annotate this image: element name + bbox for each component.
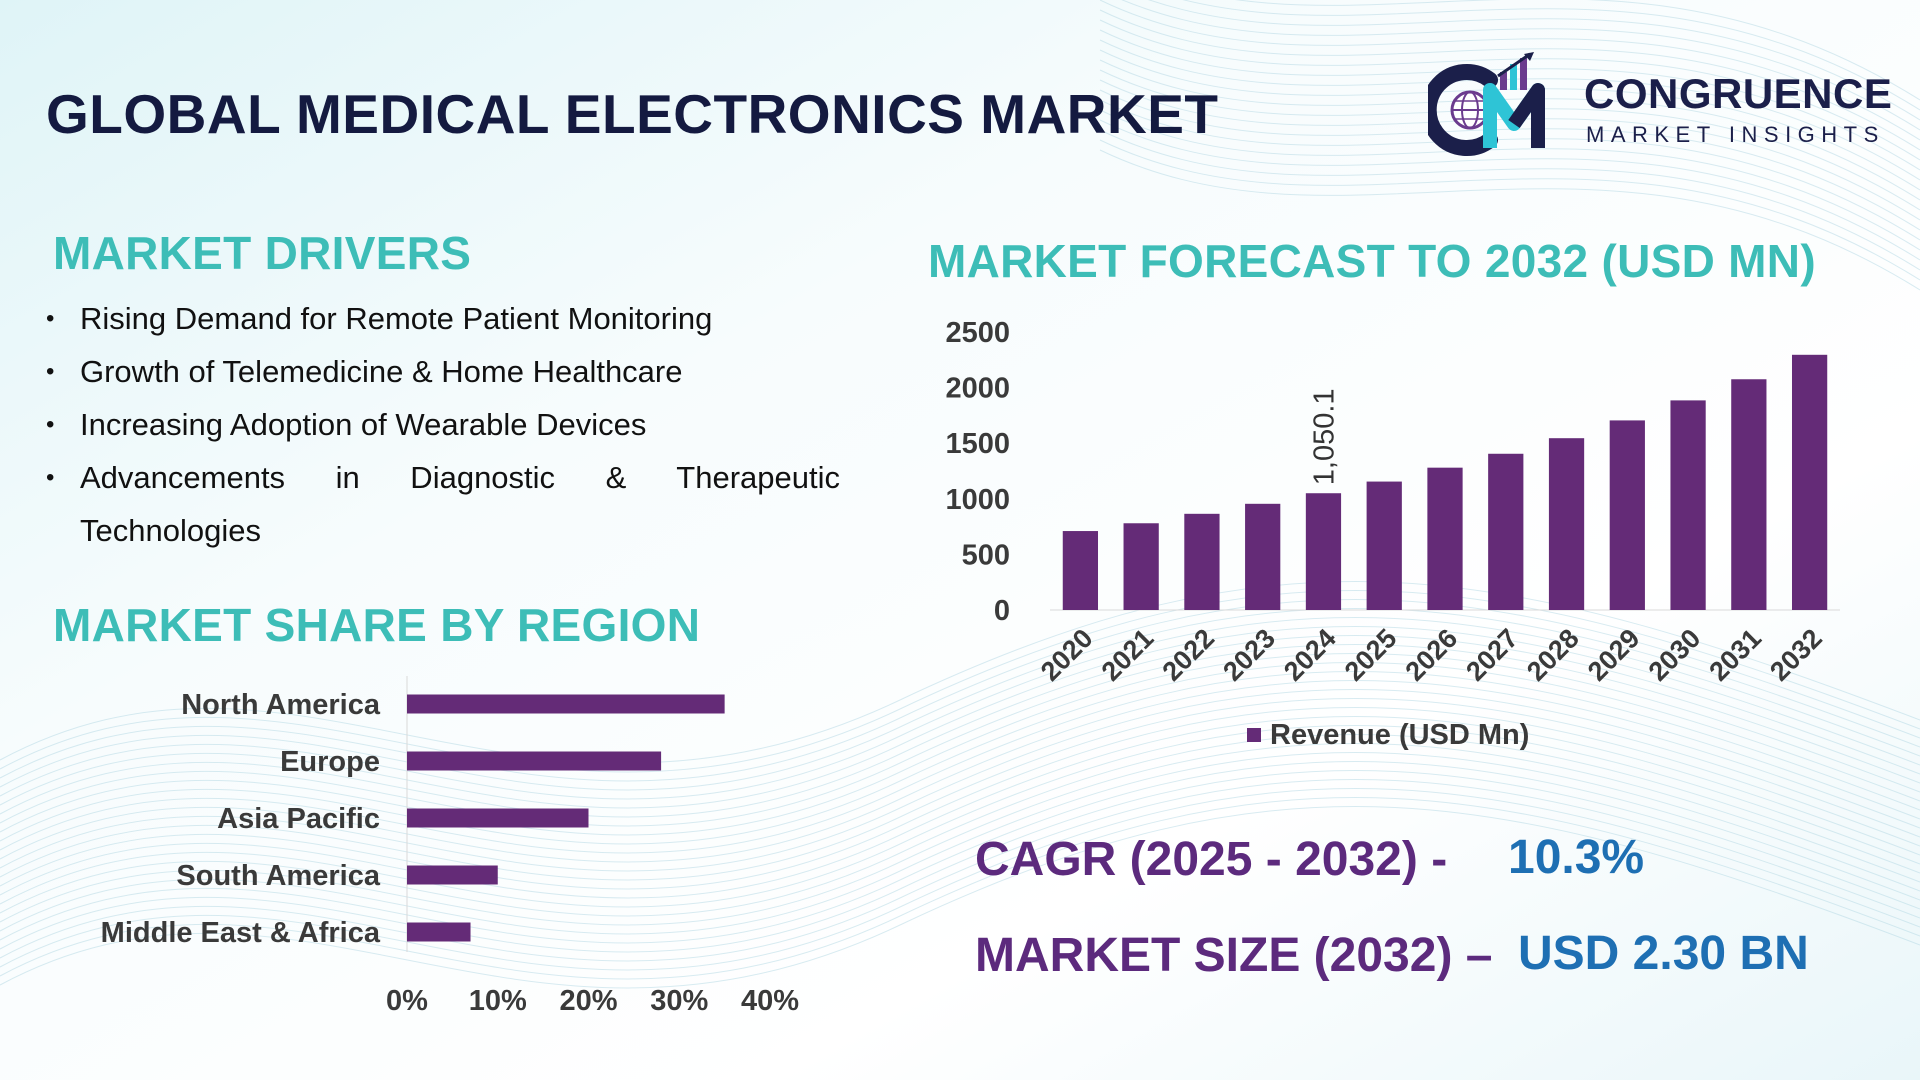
y-tick-label: 1000 [945, 484, 1010, 516]
forecast-bar [1670, 400, 1706, 610]
x-tick-label: 2032 [1764, 623, 1828, 687]
forecast-bar [1245, 503, 1281, 610]
region-label: South America [176, 860, 380, 892]
region-share-chart: North America Europe Asia Pacific South Ame… [101, 676, 799, 1017]
region-label: Asia Pacific [217, 803, 380, 835]
x-tick-label: 2028 [1521, 623, 1585, 687]
region-heading: MARKET SHARE BY REGION [53, 599, 701, 651]
forecast-bar [1427, 467, 1463, 610]
y-tick-label: 1500 [945, 428, 1010, 460]
logo [1420, 52, 1888, 162]
region-bar [407, 808, 589, 828]
logo-tagline: MARKET INSIGHTS [1586, 122, 1885, 147]
y-tick-label: 0 [994, 595, 1010, 627]
x-tick-label: 30% [650, 985, 708, 1017]
forecast-bar [1791, 354, 1828, 610]
x-tick-label: 40% [741, 985, 799, 1017]
driver-item: Rising Demand for Remote Patient Monitor… [44, 292, 840, 345]
y-tick-label: 2500 [945, 317, 1010, 349]
y-tick-label: 2000 [945, 373, 1010, 405]
driver-item: Growth of Telemedicine & Home Healthcare [44, 345, 840, 398]
x-tick-label: 2025 [1339, 623, 1403, 687]
forecast-chart: 0 500 1000 1500 2000 2500 20202021202220232024… [945, 317, 1840, 751]
cagr-value: 10.3% [1508, 831, 1645, 884]
x-tick-label: 2022 [1156, 623, 1220, 687]
data-label: 1,050.1 [1308, 388, 1340, 485]
x-tick-label: 2029 [1582, 623, 1646, 687]
x-tick-label: 2030 [1643, 623, 1707, 687]
forecast-bar [1123, 523, 1159, 610]
region-bar [407, 694, 725, 714]
market-size-label: MARKET SIZE (2032) – [975, 929, 1493, 982]
page-title: GLOBAL MEDICAL ELECTRONICS MARKET [46, 83, 1219, 145]
x-tick-label: 2020 [1035, 623, 1099, 687]
x-tick-label: 2026 [1400, 623, 1464, 687]
legend: Revenue (USD Mn) [1247, 719, 1529, 751]
x-tick-label: 20% [559, 985, 617, 1017]
region-label: Middle East & Africa [101, 917, 381, 949]
forecast-bar [1062, 531, 1099, 610]
x-tick-label: 10% [469, 985, 527, 1017]
region-bar [407, 922, 471, 942]
forecast-heading: MARKET FORECAST TO 2032 (USD MN) [928, 235, 1816, 287]
x-tick-label: 2023 [1217, 623, 1281, 687]
forecast-bar [1184, 513, 1220, 610]
drivers-heading: MARKET DRIVERS [53, 227, 472, 279]
drivers-list: Rising Demand for Remote Patient Monitor… [44, 292, 840, 557]
forecast-bar [1488, 453, 1524, 610]
forecast-bar [1731, 379, 1767, 610]
cagr-label: CAGR (2025 - 2032) - [975, 833, 1448, 886]
region-label: Europe [280, 746, 380, 778]
market-size-value: USD 2.30 BN [1518, 927, 1809, 980]
driver-item: Advancements in Diagnostic & Therapeutic… [44, 451, 840, 557]
logo-name: CONGRUENCE [1584, 70, 1893, 117]
logo-mark-icon [1420, 52, 1545, 156]
x-tick-label: 2021 [1096, 623, 1160, 687]
x-tick-label: 2031 [1703, 623, 1767, 687]
driver-item: Increasing Adoption of Wearable Devices [44, 398, 840, 451]
forecast-bar [1548, 438, 1585, 610]
legend-label: Revenue (USD Mn) [1270, 719, 1529, 751]
region-bar [407, 865, 498, 885]
forecast-bar [1366, 481, 1402, 610]
region-bar [407, 751, 662, 771]
x-tick-label: 0% [386, 985, 428, 1017]
x-tick-label: 2027 [1460, 623, 1524, 687]
x-tick-label: 2024 [1278, 623, 1342, 687]
forecast-bar [1609, 420, 1645, 610]
forecast-bar [1305, 493, 1342, 610]
y-tick-label: 500 [962, 539, 1010, 571]
legend-swatch [1247, 728, 1261, 742]
region-label: North America [181, 689, 381, 721]
